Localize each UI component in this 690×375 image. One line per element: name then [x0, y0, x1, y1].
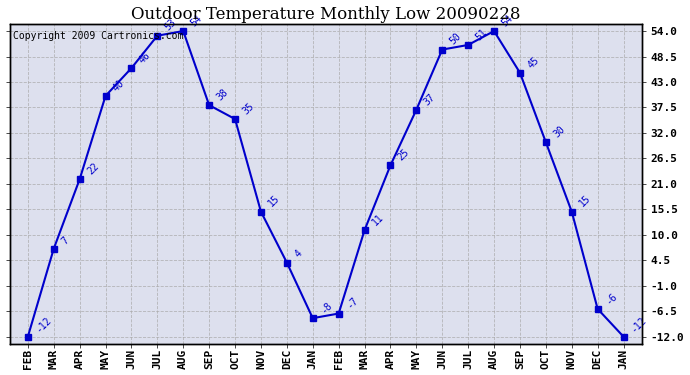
Text: 25: 25 [396, 147, 411, 163]
Text: -6: -6 [603, 291, 618, 306]
Text: -7: -7 [344, 296, 359, 311]
Text: 7: 7 [59, 235, 70, 246]
Text: 45: 45 [526, 55, 541, 70]
Text: 54: 54 [189, 13, 204, 28]
Text: 30: 30 [551, 124, 566, 140]
Text: 22: 22 [85, 161, 101, 177]
Title: Outdoor Temperature Monthly Low 20090228: Outdoor Temperature Monthly Low 20090228 [131, 6, 520, 22]
Text: 38: 38 [215, 87, 230, 102]
Text: -12: -12 [33, 314, 53, 334]
Text: 15: 15 [266, 194, 282, 209]
Text: -12: -12 [629, 314, 649, 334]
Text: 37: 37 [422, 92, 437, 107]
Text: 40: 40 [111, 78, 126, 93]
Text: 54: 54 [500, 13, 515, 28]
Text: 15: 15 [578, 194, 593, 209]
Text: 35: 35 [241, 101, 256, 116]
Text: 53: 53 [163, 18, 178, 33]
Text: 50: 50 [448, 32, 463, 47]
Text: 4: 4 [293, 249, 304, 260]
Text: -8: -8 [318, 300, 334, 315]
Text: 11: 11 [370, 212, 386, 227]
Text: 51: 51 [474, 27, 489, 42]
Text: Copyright 2009 Cartronics.com: Copyright 2009 Cartronics.com [13, 30, 184, 40]
Text: 46: 46 [137, 50, 152, 65]
